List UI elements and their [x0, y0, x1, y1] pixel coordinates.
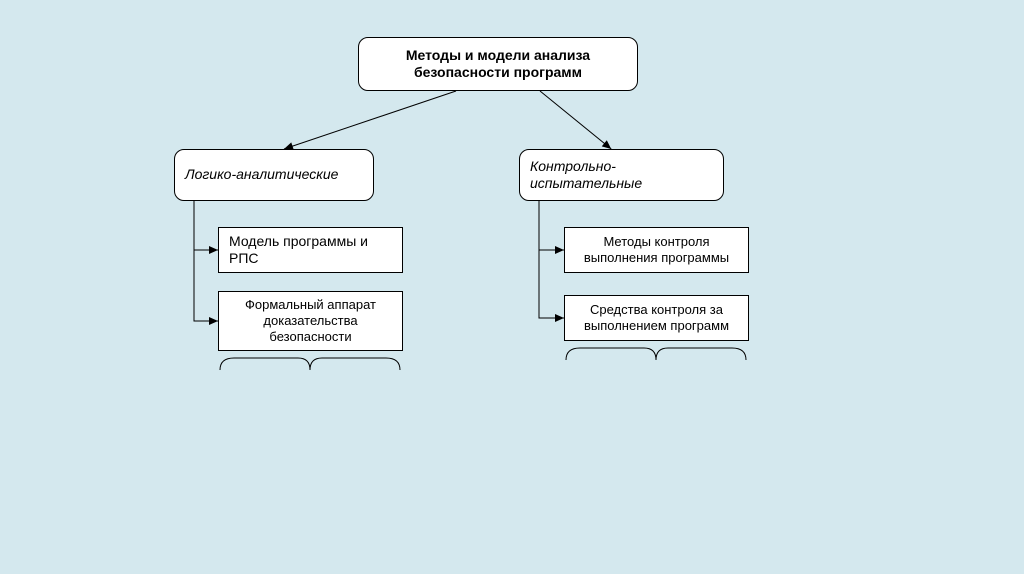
left-child-2-node: Формальный аппарат доказательства безопа…	[218, 291, 403, 351]
left-category-node: Логико-аналитические	[174, 149, 374, 201]
right-child-1-node: Методы контроля выполнения программы	[564, 227, 749, 273]
left-child-1-node: Модель программы и РПС	[218, 227, 403, 273]
right-child-2-node: Средства контроля за выполнением програм…	[564, 295, 749, 341]
root-node: Методы и модели анализа безопасности про…	[358, 37, 638, 91]
right-category-node: Контрольно-испытательные	[519, 149, 724, 201]
